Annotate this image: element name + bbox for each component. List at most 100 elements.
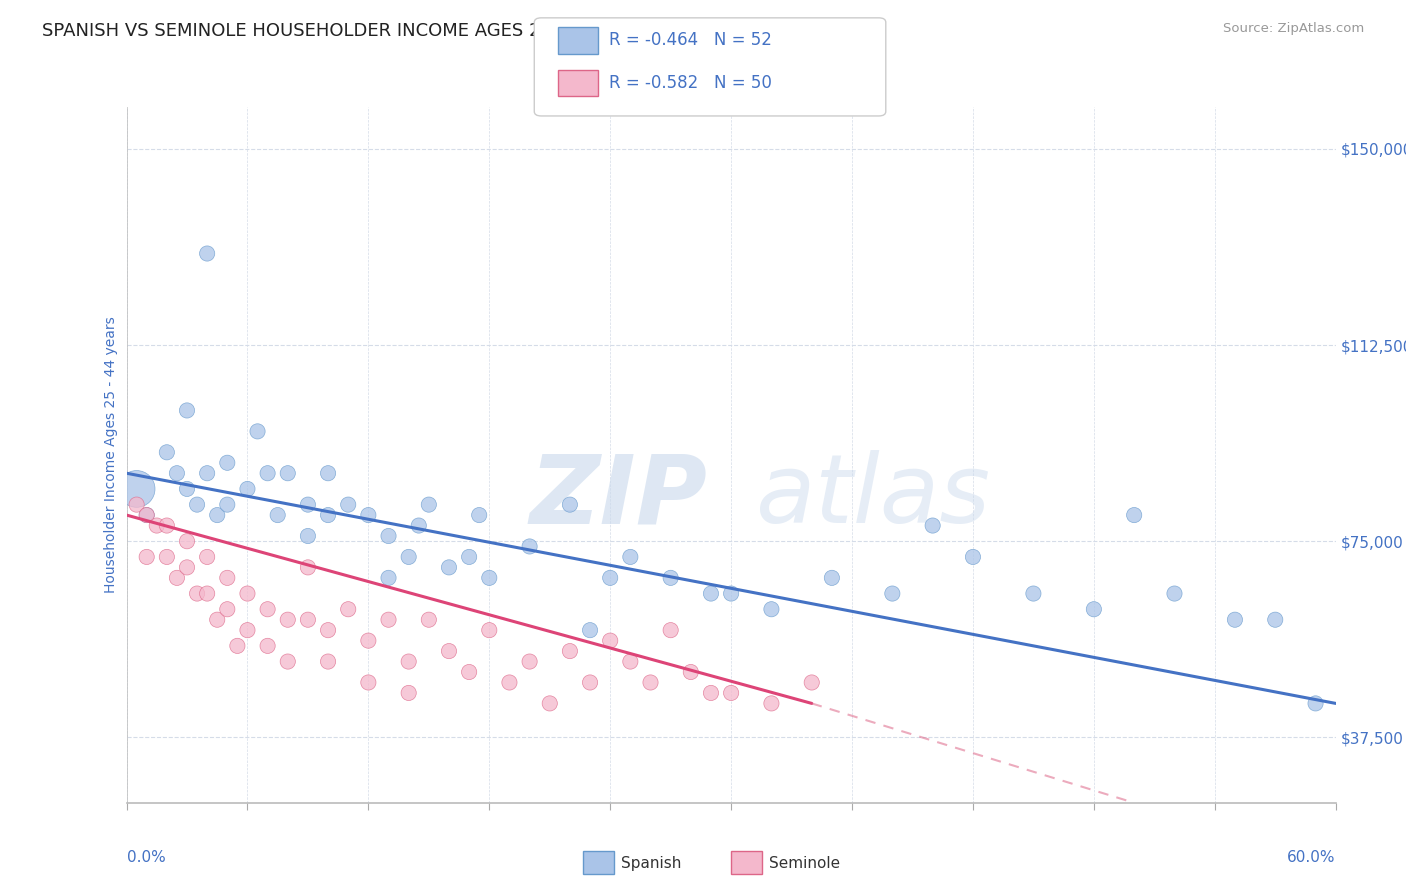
Point [166,467,188,481]
Text: R = -0.464   N = 52: R = -0.464 N = 52 [609,31,772,49]
Point [337,498,360,512]
Point [205,613,228,627]
Point [519,655,541,669]
Point [579,623,602,637]
Point [437,560,460,574]
Point [156,518,179,533]
Point [458,549,481,564]
Point [297,498,319,512]
Point [256,639,278,653]
Point [1223,613,1246,627]
Point [236,586,259,600]
Point [821,571,844,585]
Point [246,425,269,439]
Point [761,697,783,711]
Text: Source: ZipAtlas.com: Source: ZipAtlas.com [1223,22,1364,36]
Point [357,675,380,690]
Y-axis label: Householder Income Ages 25 - 44 years: Householder Income Ages 25 - 44 years [104,317,118,593]
Point [468,508,491,522]
Point [316,623,339,637]
Point [195,586,218,600]
Text: 0.0%: 0.0% [127,850,166,865]
Text: Seminole: Seminole [769,856,841,871]
Point [761,602,783,616]
Point [316,655,339,669]
Text: 60.0%: 60.0% [1288,850,1336,865]
Point [267,508,290,522]
Point [256,602,278,616]
Point [418,498,440,512]
Point [297,529,319,543]
Point [217,571,239,585]
Point [458,665,481,679]
Point [195,467,218,481]
Point [316,467,339,481]
Point [659,623,682,637]
Point [599,633,621,648]
Point [316,508,339,522]
Point [176,560,198,574]
Point [1022,586,1045,600]
Point [377,571,399,585]
Point [679,665,702,679]
Point [478,623,501,637]
Point [437,644,460,658]
Point [357,508,380,522]
Point [357,633,380,648]
Point [640,675,662,690]
Point [498,675,520,690]
Point [135,508,157,522]
Point [156,445,179,459]
Text: SPANISH VS SEMINOLE HOUSEHOLDER INCOME AGES 25 - 44 YEARS CORRELATION CHART: SPANISH VS SEMINOLE HOUSEHOLDER INCOME A… [42,22,858,40]
Point [720,586,742,600]
Point [186,586,208,600]
Point [176,403,198,417]
Point [599,571,621,585]
Point [156,549,179,564]
Point [166,571,188,585]
Point [135,508,157,522]
Point [236,482,259,496]
Point [125,498,148,512]
Point [558,644,581,658]
Point [1305,697,1327,711]
Point [579,675,602,690]
Point [700,586,723,600]
Point [700,686,723,700]
Point [659,571,682,585]
Point [398,655,420,669]
Point [619,549,641,564]
Point [558,498,581,512]
Text: Spanish: Spanish [621,856,682,871]
Point [195,246,218,260]
Point [337,602,360,616]
Point [125,482,148,496]
Point [1163,586,1185,600]
Point [217,498,239,512]
Point [176,534,198,549]
Point [256,467,278,481]
Point [205,508,228,522]
Point [1264,613,1286,627]
Point [418,613,440,627]
Point [217,602,239,616]
Point [277,655,299,669]
Point [135,549,157,564]
Point [882,586,904,600]
Text: atlas: atlas [755,450,990,543]
Point [538,697,561,711]
Point [962,549,984,564]
Point [226,639,249,653]
Point [195,549,218,564]
Point [186,498,208,512]
Point [398,686,420,700]
Point [277,467,299,481]
Point [1083,602,1105,616]
Point [619,655,641,669]
Point [921,518,943,533]
Point [398,549,420,564]
Point [1123,508,1146,522]
Point [377,613,399,627]
Point [800,675,823,690]
Point [297,613,319,627]
